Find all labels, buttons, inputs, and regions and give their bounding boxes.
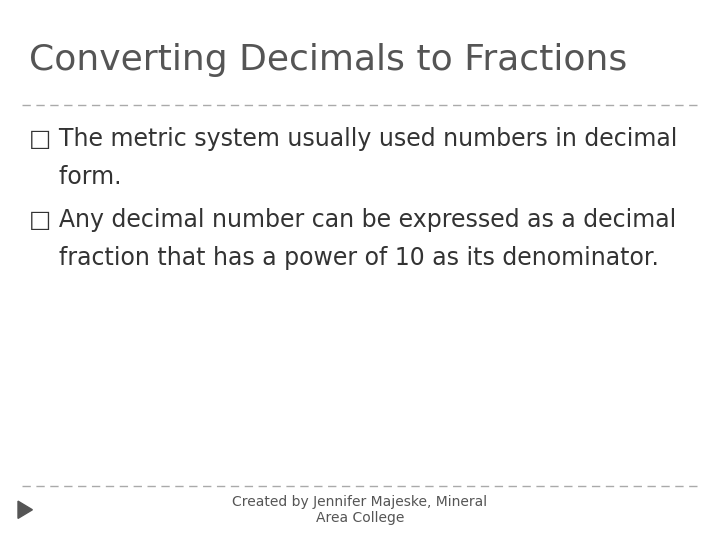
Text: □ Any decimal number can be expressed as a decimal: □ Any decimal number can be expressed as… xyxy=(29,208,676,232)
Text: fraction that has a power of 10 as its denominator.: fraction that has a power of 10 as its d… xyxy=(29,246,659,269)
Text: □ The metric system usually used numbers in decimal: □ The metric system usually used numbers… xyxy=(29,127,678,151)
Text: Created by Jennifer Majeske, Mineral
Area College: Created by Jennifer Majeske, Mineral Are… xyxy=(233,495,487,525)
Polygon shape xyxy=(18,501,32,518)
Text: Converting Decimals to Fractions: Converting Decimals to Fractions xyxy=(29,43,627,77)
Text: form.: form. xyxy=(29,165,121,188)
